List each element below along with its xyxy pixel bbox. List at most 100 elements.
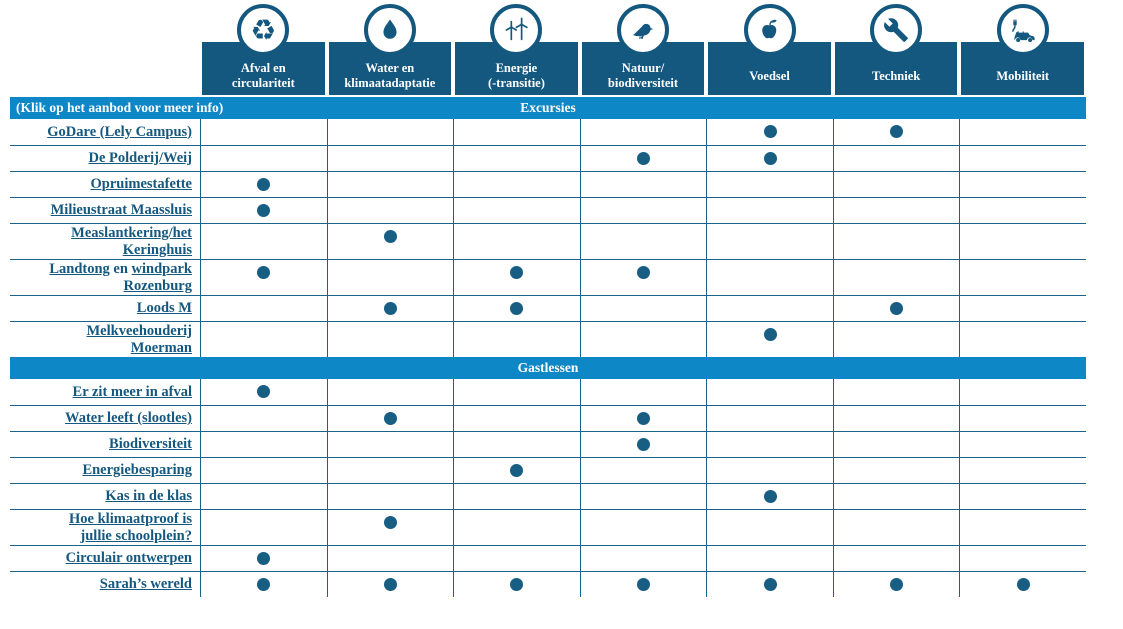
matrix-cell: [706, 406, 833, 431]
table-row: Hoe klimaatproof is jullie schoolplein?: [10, 509, 1086, 545]
table-row: Biodiversiteit: [10, 431, 1086, 457]
offer-link[interactable]: Melkveehouderij Moerman: [86, 322, 192, 356]
matrix-cell: [326, 406, 454, 431]
matrix-cell: [579, 119, 707, 145]
theme-dot: [890, 578, 904, 591]
matrix-cell: [453, 432, 580, 457]
offer-link[interactable]: Opruimestafette: [90, 176, 192, 192]
matrix-cell: [326, 198, 454, 223]
matrix-cell: [706, 432, 833, 457]
offer-link[interactable]: Water leeft (slootles): [65, 410, 192, 426]
offer-link[interactable]: Sarah’s wereld: [99, 576, 192, 592]
table-row: Kas in de klas: [10, 483, 1086, 509]
corner-cell: [10, 0, 200, 95]
matrix-cell: [326, 484, 454, 509]
matrix-cell: [200, 198, 327, 223]
matrix-cell: [200, 146, 327, 171]
matrix-cell: [453, 406, 580, 431]
matrix-cell: [200, 224, 327, 259]
matrix-cell: [706, 510, 833, 545]
section-bar-excursies: (Klik op het aanbod voor meer info) Excur…: [10, 97, 1086, 119]
table-row: Opruimestafette: [10, 171, 1086, 197]
matrix-cell: [959, 572, 1086, 597]
matrix-cell: [959, 260, 1086, 295]
theme-dot: [763, 125, 777, 138]
matrix-cell: [200, 484, 327, 509]
matrix-cell: [706, 260, 833, 295]
theme-dot: [636, 412, 650, 425]
matrix-cell: [200, 296, 327, 321]
offer-link[interactable]: Biodiversiteit: [109, 436, 192, 452]
offer-theme-table: Afval en circulariteit ♻ Water en klimaa…: [10, 0, 1086, 597]
theme-dot: [636, 578, 650, 591]
column-header-row: Afval en circulariteit ♻ Water en klimaa…: [10, 0, 1086, 95]
matrix-cell: [453, 119, 580, 145]
matrix-cell: [832, 546, 960, 571]
theme-dot: [890, 125, 904, 138]
theme-dot: [636, 266, 650, 279]
matrix-cell: [959, 146, 1086, 171]
offer-link[interactable]: Milieustraat Maassluis: [50, 202, 192, 218]
matrix-cell: [832, 119, 960, 145]
matrix-cell: [579, 296, 707, 321]
offer-link[interactable]: Energiebesparing: [82, 462, 192, 478]
offer-link[interactable]: GoDare (Lely Campus): [47, 123, 192, 140]
matrix-cell: [453, 379, 580, 405]
matrix-cell: [326, 432, 454, 457]
theme-dot: [510, 302, 524, 315]
matrix-cell: [579, 322, 707, 357]
matrix-cell: [453, 458, 580, 483]
table-note: (Klik op het aanbod voor meer info): [16, 100, 224, 115]
matrix-cell: [706, 146, 833, 171]
matrix-cell: [326, 119, 454, 145]
matrix-cell: [326, 510, 454, 545]
bird-icon: [616, 4, 669, 56]
theme-dot: [383, 412, 397, 425]
matrix-cell: [579, 406, 707, 431]
table-row: Milieustraat Maassluis: [10, 197, 1086, 223]
matrix-cell: [959, 119, 1086, 145]
matrix-cell: [579, 379, 707, 405]
theme-dot: [510, 464, 524, 477]
theme-dot: [383, 230, 397, 243]
matrix-cell: [579, 432, 707, 457]
theme-dot: [257, 178, 271, 191]
water-drop-icon: [363, 4, 416, 56]
table-row: Loods M: [10, 295, 1086, 321]
offer-link[interactable]: Kas in de klas: [105, 488, 192, 504]
offer-link[interactable]: Er zit meer in afval: [72, 383, 192, 400]
matrix-cell: [959, 379, 1086, 405]
column-header-band: Energie (-transitie): [455, 42, 578, 95]
matrix-cell: [832, 572, 960, 597]
matrix-cell: [959, 458, 1086, 483]
column-header-voedsel: Voedsel: [706, 0, 833, 95]
table-body: (Klik op het aanbod voor meer info) Excur…: [10, 97, 1086, 597]
matrix-cell: [959, 172, 1086, 197]
offer-link[interactable]: Measlantkering/het Keringhuis: [71, 224, 192, 258]
offer-link[interactable]: Hoe klimaatproof is jullie schoolplein?: [69, 510, 192, 544]
matrix-cell: [959, 484, 1086, 509]
theme-dot: [763, 578, 777, 591]
offer-link[interactable]: Loods M: [136, 300, 192, 316]
offer-link[interactable]: De Polderij/Weij: [88, 150, 192, 166]
section-bar-gastlessen: Gastlessen: [10, 357, 1086, 379]
matrix-cell: [832, 379, 960, 405]
section-title: Excursies: [520, 100, 576, 115]
matrix-cell: [579, 484, 707, 509]
matrix-cell: [959, 296, 1086, 321]
matrix-cell: [706, 379, 833, 405]
matrix-cell: [959, 322, 1086, 357]
table-row: Melkveehouderij Moerman: [10, 321, 1086, 357]
wrench-icon: [870, 4, 923, 56]
offer-link[interactable]: Landtong en windpark Rozenburg: [49, 260, 192, 294]
offer-link[interactable]: Circulair ontwerpen: [65, 550, 192, 566]
matrix-cell: [706, 224, 833, 259]
matrix-cell: [832, 322, 960, 357]
theme-dot: [383, 516, 397, 529]
column-header-band: Techniek: [834, 42, 958, 95]
matrix-cell: [832, 146, 960, 171]
table-row: De Polderij/Weij: [10, 145, 1086, 171]
theme-dot: [383, 302, 397, 315]
matrix-cell: [706, 546, 833, 571]
